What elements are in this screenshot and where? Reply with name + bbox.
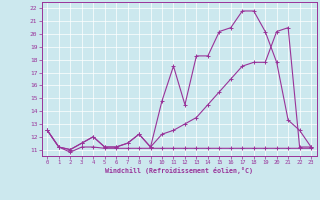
X-axis label: Windchill (Refroidissement éolien,°C): Windchill (Refroidissement éolien,°C) [105, 167, 253, 174]
